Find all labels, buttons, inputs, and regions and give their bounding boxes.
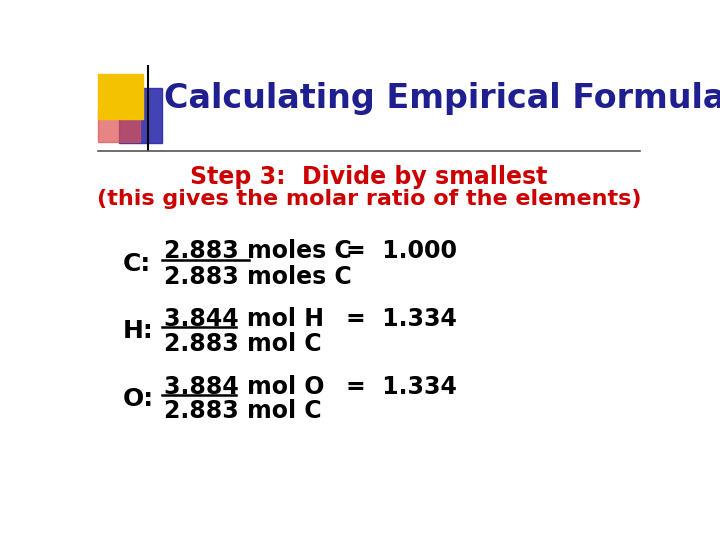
Text: =  1.334: = 1.334 xyxy=(346,375,456,399)
Bar xyxy=(98,74,143,119)
Text: O:: O: xyxy=(122,387,153,411)
Text: 2.883 mol C: 2.883 mol C xyxy=(163,399,321,423)
Text: 2.883 moles C: 2.883 moles C xyxy=(163,265,351,288)
Text: C:: C: xyxy=(122,252,150,276)
Text: H:: H: xyxy=(122,319,153,343)
Text: 3.844 mol H: 3.844 mol H xyxy=(163,307,323,331)
Text: =  1.334: = 1.334 xyxy=(346,307,456,331)
Bar xyxy=(120,88,162,143)
Text: (this gives the molar ratio of the elements): (this gives the molar ratio of the eleme… xyxy=(96,189,642,209)
Text: 2.883 mol C: 2.883 mol C xyxy=(163,332,321,355)
Text: 3.884 mol O: 3.884 mol O xyxy=(163,375,324,399)
Text: Calculating Empirical Formulas: Calculating Empirical Formulas xyxy=(163,82,720,115)
Text: 2.883 moles C: 2.883 moles C xyxy=(163,239,351,263)
Text: =  1.000: = 1.000 xyxy=(346,239,456,263)
Text: Step 3:  Divide by smallest: Step 3: Divide by smallest xyxy=(190,165,548,189)
Bar xyxy=(98,110,140,142)
